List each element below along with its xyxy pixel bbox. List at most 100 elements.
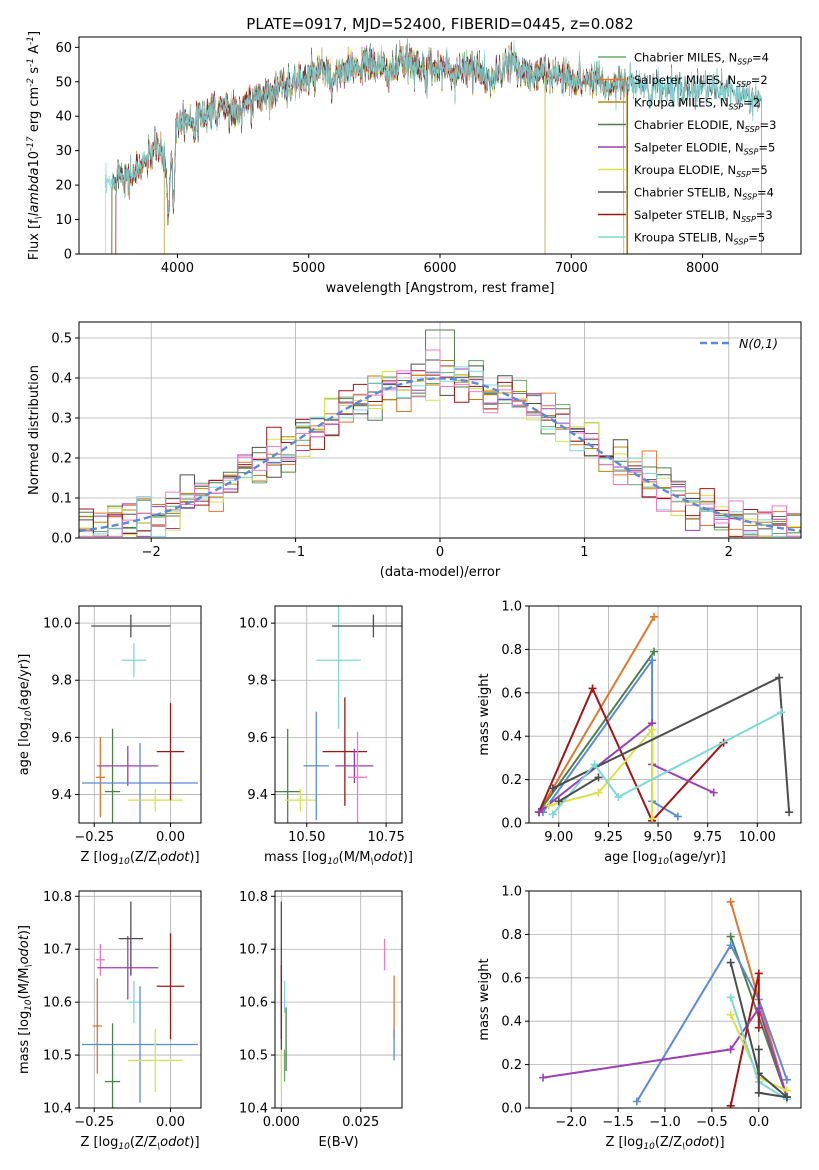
x-tick-label: 10.50: [288, 830, 325, 845]
legend-entry: Salpeter ELODIE, NSSP​=5: [634, 141, 775, 157]
plot-marks: [280, 901, 395, 1093]
plot-marks: [534, 612, 794, 823]
panel-age-vs-Z: −0.25 0.00 9.4 9.6 9.8 10.0 Z [log10​(Z/Z\​odo…: [17, 605, 202, 867]
y-tick-label: 10.4: [239, 1102, 268, 1117]
x-tick-label: −0.25: [74, 830, 114, 845]
histogram-series: [79, 349, 801, 537]
plot-marks: [79, 329, 801, 537]
y-tick-label: 0.2: [501, 1058, 522, 1073]
y-axis-label: age [log10​(age/yr)]: [17, 654, 34, 776]
y-axis-label: Flux [f\​lambda10-17​ erg cm-2​ s-1​ A-1…: [26, 31, 44, 260]
panel-weight-vs-Z: −2.0 −1.5 −1.0 −0.5 0.0 0.0 0.2 0.4 0.6 0.8 1.0 Z […: [477, 885, 802, 1152]
y-tick-label: 0.0: [501, 817, 522, 832]
panel-mass-vs-Z: −0.25 0.00 10.4 10.5 10.6 10.7 10.8 Z [log10​(Z…: [17, 890, 202, 1152]
y-tick-label: 9.6: [247, 731, 268, 746]
y-tick-label: 0: [64, 248, 72, 263]
y-tick-label: 10: [55, 213, 72, 228]
x-tick-label: 4000: [161, 261, 194, 276]
y-tick-label: 10.0: [239, 617, 268, 632]
x-tick-label: 9.50: [644, 830, 673, 845]
weight-marker: [726, 1010, 735, 1019]
errorbar-point: [275, 728, 301, 823]
x-tick-label: −0.5: [696, 1115, 728, 1130]
weight-marker: [650, 647, 659, 656]
ticks: −0.25 0.00 9.4 9.6 9.8 10.0: [43, 617, 185, 845]
legend: N(0,1): [700, 336, 778, 351]
y-tick-label: 0.6: [501, 971, 522, 986]
x-tick-label: −1.5: [602, 1115, 634, 1130]
x-tick-label: 5000: [292, 261, 325, 276]
weight-marker: [754, 969, 763, 978]
errorbar-point: [82, 743, 198, 823]
y-axis-label: mass [log10​(M/M\​odot)]: [17, 925, 34, 1074]
errorbar-point: [118, 901, 144, 976]
y-tick-label: 0.4: [51, 372, 72, 387]
errorbar-point: [91, 614, 171, 638]
weight-marker: [726, 993, 735, 1002]
spectrum-line: [104, 39, 762, 254]
y-tick-label: 9.8: [51, 674, 72, 689]
x-tick-label: 10.75: [368, 830, 405, 845]
legend: Chabrier MILES, NSSP​=4 Salpeter MILES, N…: [598, 51, 776, 247]
y-tick-label: 0.8: [501, 928, 522, 943]
weight-marker: [782, 1075, 791, 1084]
panel-spectrum: 4000 5000 6000 7000 8000 0 10 20 30 40 50 60 wavelen…: [26, 31, 802, 296]
errorbar-point: [316, 606, 361, 729]
weight-marker: [590, 760, 599, 769]
weight-marker: [726, 941, 735, 950]
x-tick-label: 0.025: [342, 1115, 379, 1130]
weight-line: [636, 943, 788, 1103]
y-tick-label: 0.2: [51, 452, 72, 467]
weight-marker: [648, 656, 657, 665]
x-tick-label: 0.000: [263, 1115, 300, 1130]
x-tick-label: 8000: [686, 261, 719, 276]
weight-marker: [726, 958, 735, 967]
errorbar-point: [104, 1023, 121, 1108]
weight-marker: [754, 1023, 763, 1032]
y-tick-label: 0.0: [501, 1102, 522, 1117]
weight-marker: [650, 612, 659, 621]
y-tick-label: 0.2: [501, 773, 522, 788]
x-tick-label: 9.25: [594, 830, 623, 845]
ticks: 9.00 9.25 9.50 9.75 10.00 0.0 0.2 0.4 0.6 0.8 1.0: [501, 600, 776, 846]
legend-entry: Kroupa MILES, NSSP​=2: [634, 96, 760, 112]
x-axis-label: Z [log10​(Z/Z\​odot)]: [605, 1135, 724, 1152]
weight-marker: [726, 897, 735, 906]
weight-marker: [588, 684, 597, 693]
y-tick-label: 9.4: [51, 788, 72, 803]
panel-mass-vs-EBV: 0.000 0.025 10.4 10.5 10.6 10.7 10.8 E(B-V): [239, 890, 403, 1150]
weight-line: [542, 1005, 788, 1098]
errorbar-point: [82, 986, 198, 1103]
y-tick-label: 0.4: [501, 1015, 522, 1030]
errorbar-point: [322, 697, 368, 806]
x-tick-label: −2: [142, 545, 161, 560]
errorbar-point: [156, 703, 185, 801]
x-axis-label: Z [log10​(Z/Z\​odot)]: [80, 1135, 199, 1152]
x-tick-label: 10.00: [739, 830, 776, 845]
weight-line: [552, 711, 782, 815]
y-tick-label: 30: [55, 144, 72, 159]
axes-frame: [78, 605, 202, 824]
y-axis-label: mass weight: [477, 673, 492, 755]
plot-marks: [104, 38, 762, 254]
axes-frame: [78, 36, 802, 255]
x-tick-label: 0.00: [156, 1115, 185, 1130]
weight-marker: [548, 784, 557, 793]
weight-marker: [534, 808, 543, 817]
weight-marker: [554, 797, 563, 806]
panel-age-vs-mass: 10.50 10.75 9.4 9.6 9.8 10.0 mass [log10​(M/M\…: [239, 605, 413, 867]
weight-marker: [777, 708, 786, 717]
y-tick-label: 10.6: [43, 996, 72, 1011]
legend-entry: N(0,1): [739, 336, 778, 351]
weight-marker: [632, 1097, 641, 1106]
weight-line: [538, 616, 655, 813]
errorbar-point: [303, 711, 329, 821]
plot-area: [275, 891, 402, 1108]
x-tick-label: −0.25: [74, 1115, 114, 1130]
y-tick-label: 9.4: [247, 788, 268, 803]
weight-marker: [754, 1004, 763, 1013]
y-tick-label: 50: [55, 75, 72, 90]
weight-marker: [709, 788, 718, 797]
axes-frame: [274, 605, 403, 824]
